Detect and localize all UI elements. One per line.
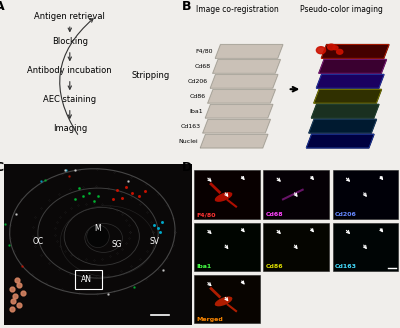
Ellipse shape [215, 297, 232, 306]
Text: Cd206: Cd206 [335, 212, 356, 217]
Polygon shape [311, 104, 379, 118]
Polygon shape [319, 60, 386, 73]
Circle shape [333, 46, 338, 50]
Text: Image co-registration: Image co-registration [196, 5, 279, 14]
Text: AEC staining: AEC staining [43, 95, 96, 104]
Text: OC: OC [32, 236, 44, 246]
Text: D: D [182, 161, 192, 174]
Polygon shape [309, 119, 376, 133]
Text: Iba1: Iba1 [196, 264, 212, 269]
Text: F4/80: F4/80 [196, 212, 216, 217]
Polygon shape [321, 45, 389, 58]
Polygon shape [208, 90, 276, 103]
FancyBboxPatch shape [194, 223, 260, 271]
Polygon shape [200, 134, 268, 148]
Text: Cd68: Cd68 [266, 212, 283, 217]
Text: Nuclei: Nuclei [179, 139, 198, 144]
Text: Cd206: Cd206 [188, 79, 208, 84]
Text: Cd86: Cd86 [190, 94, 206, 99]
Polygon shape [306, 134, 374, 148]
Text: AN: AN [81, 275, 92, 284]
Polygon shape [203, 119, 270, 133]
Text: Cd86: Cd86 [266, 264, 283, 269]
Text: Stripping: Stripping [132, 71, 170, 80]
FancyBboxPatch shape [263, 223, 329, 271]
Polygon shape [316, 74, 384, 88]
Text: Cd163: Cd163 [335, 264, 357, 269]
Text: Cd68: Cd68 [194, 64, 211, 69]
FancyBboxPatch shape [333, 171, 398, 219]
Text: Merged: Merged [196, 317, 223, 321]
Text: Cd163: Cd163 [181, 124, 201, 129]
Polygon shape [210, 74, 278, 88]
Text: A: A [0, 0, 4, 13]
Ellipse shape [215, 192, 232, 202]
Polygon shape [314, 90, 382, 103]
FancyBboxPatch shape [4, 164, 192, 325]
Text: F4/80: F4/80 [196, 49, 213, 54]
Text: SG: SG [112, 240, 122, 249]
Circle shape [328, 44, 335, 50]
Polygon shape [205, 104, 273, 118]
FancyBboxPatch shape [333, 223, 398, 271]
Text: SV: SV [150, 236, 159, 246]
Ellipse shape [87, 225, 109, 248]
Polygon shape [213, 60, 280, 73]
Text: M: M [95, 224, 101, 233]
Text: Pseudo-color imaging: Pseudo-color imaging [300, 5, 383, 14]
Text: C: C [0, 161, 4, 174]
Text: Blocking: Blocking [52, 37, 88, 46]
Text: Antibody incubation: Antibody incubation [28, 66, 112, 75]
Text: Imaging: Imaging [53, 124, 87, 133]
Circle shape [336, 50, 343, 54]
FancyBboxPatch shape [194, 171, 260, 219]
Polygon shape [215, 45, 283, 58]
FancyBboxPatch shape [263, 171, 329, 219]
Text: B: B [182, 0, 191, 13]
Circle shape [316, 47, 326, 54]
FancyBboxPatch shape [194, 275, 260, 323]
Text: Iba1: Iba1 [190, 109, 203, 114]
Text: Antigen retrieval: Antigen retrieval [34, 11, 105, 21]
